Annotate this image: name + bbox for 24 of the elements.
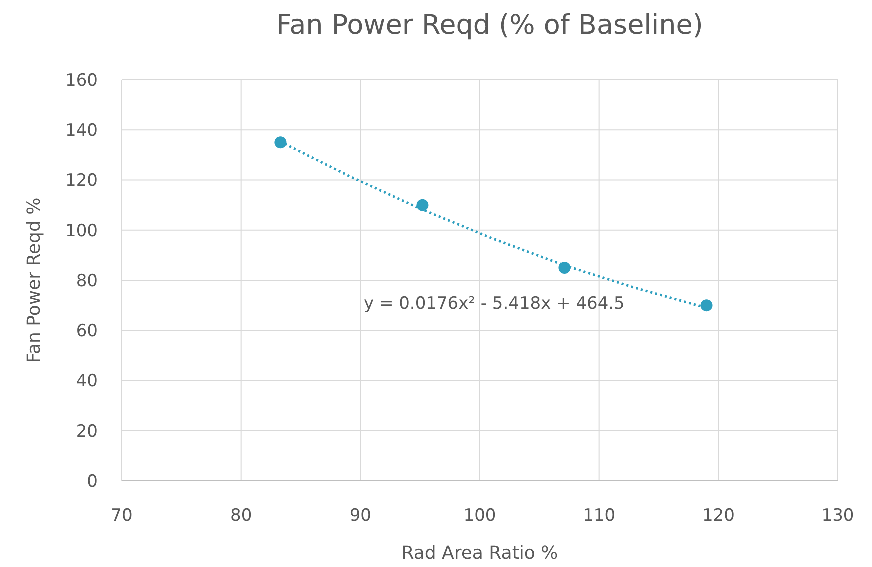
y-tick-label: 100 [66,221,98,242]
chart-title: Fan Power Reqd (% of Baseline) [276,10,704,41]
x-tick-label: 130 [822,506,854,526]
x-tick-label: 100 [464,506,496,526]
point [700,300,713,312]
x-axis-title: Rad Area Ratio % [402,543,558,564]
y-tick-label: 80 [76,271,98,292]
x-tick-label: 70 [111,506,133,526]
y-axis-title: Fan Power Reqd % [24,198,45,364]
y-tick-label: 120 [66,171,98,192]
x-tick-label: 120 [702,506,735,526]
y-tick-label: 60 [76,322,98,342]
point [558,262,571,274]
annotation: y = 0.0176x² - 5.418x + 464.5 [364,294,625,314]
x-tick-label: 90 [350,506,372,526]
y-tick-label: 20 [76,422,98,442]
x-tick-label: 80 [230,506,252,526]
point [274,136,287,149]
y-tick-label: 160 [66,70,98,91]
point [416,199,429,212]
y-tick-label: 0 [87,472,98,492]
x-tick-label: 110 [583,506,616,526]
y-tick-label: 40 [76,372,98,392]
y-tick-label: 140 [66,121,98,142]
